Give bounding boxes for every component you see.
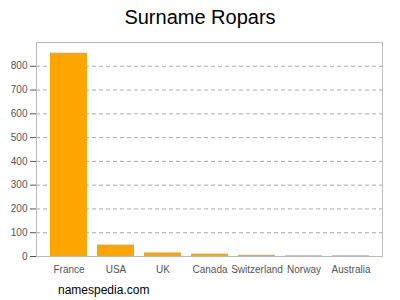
svg-text:600: 600 xyxy=(11,108,28,119)
svg-text:Australia: Australia xyxy=(332,264,371,275)
svg-text:400: 400 xyxy=(11,156,28,167)
html-text:namespedia.com: namespedia.com xyxy=(58,283,150,297)
svg-text:700: 700 xyxy=(11,84,28,95)
svg-text:200: 200 xyxy=(11,203,28,214)
svg-text:0: 0 xyxy=(22,251,28,262)
svg-text:France: France xyxy=(53,264,85,275)
svg-text:Canada: Canada xyxy=(192,264,227,275)
html-text:Surname Ropars: Surname Ropars xyxy=(124,6,276,28)
svg-text:100: 100 xyxy=(11,227,28,238)
svg-text:Norway: Norway xyxy=(287,264,321,275)
svg-text:800: 800 xyxy=(11,60,28,71)
svg-text:500: 500 xyxy=(11,132,28,143)
svg-text:UK: UK xyxy=(156,264,170,275)
svg-text:300: 300 xyxy=(11,179,28,190)
svg-text:USA: USA xyxy=(106,264,127,275)
svg-text:Switzerland: Switzerland xyxy=(231,264,283,275)
